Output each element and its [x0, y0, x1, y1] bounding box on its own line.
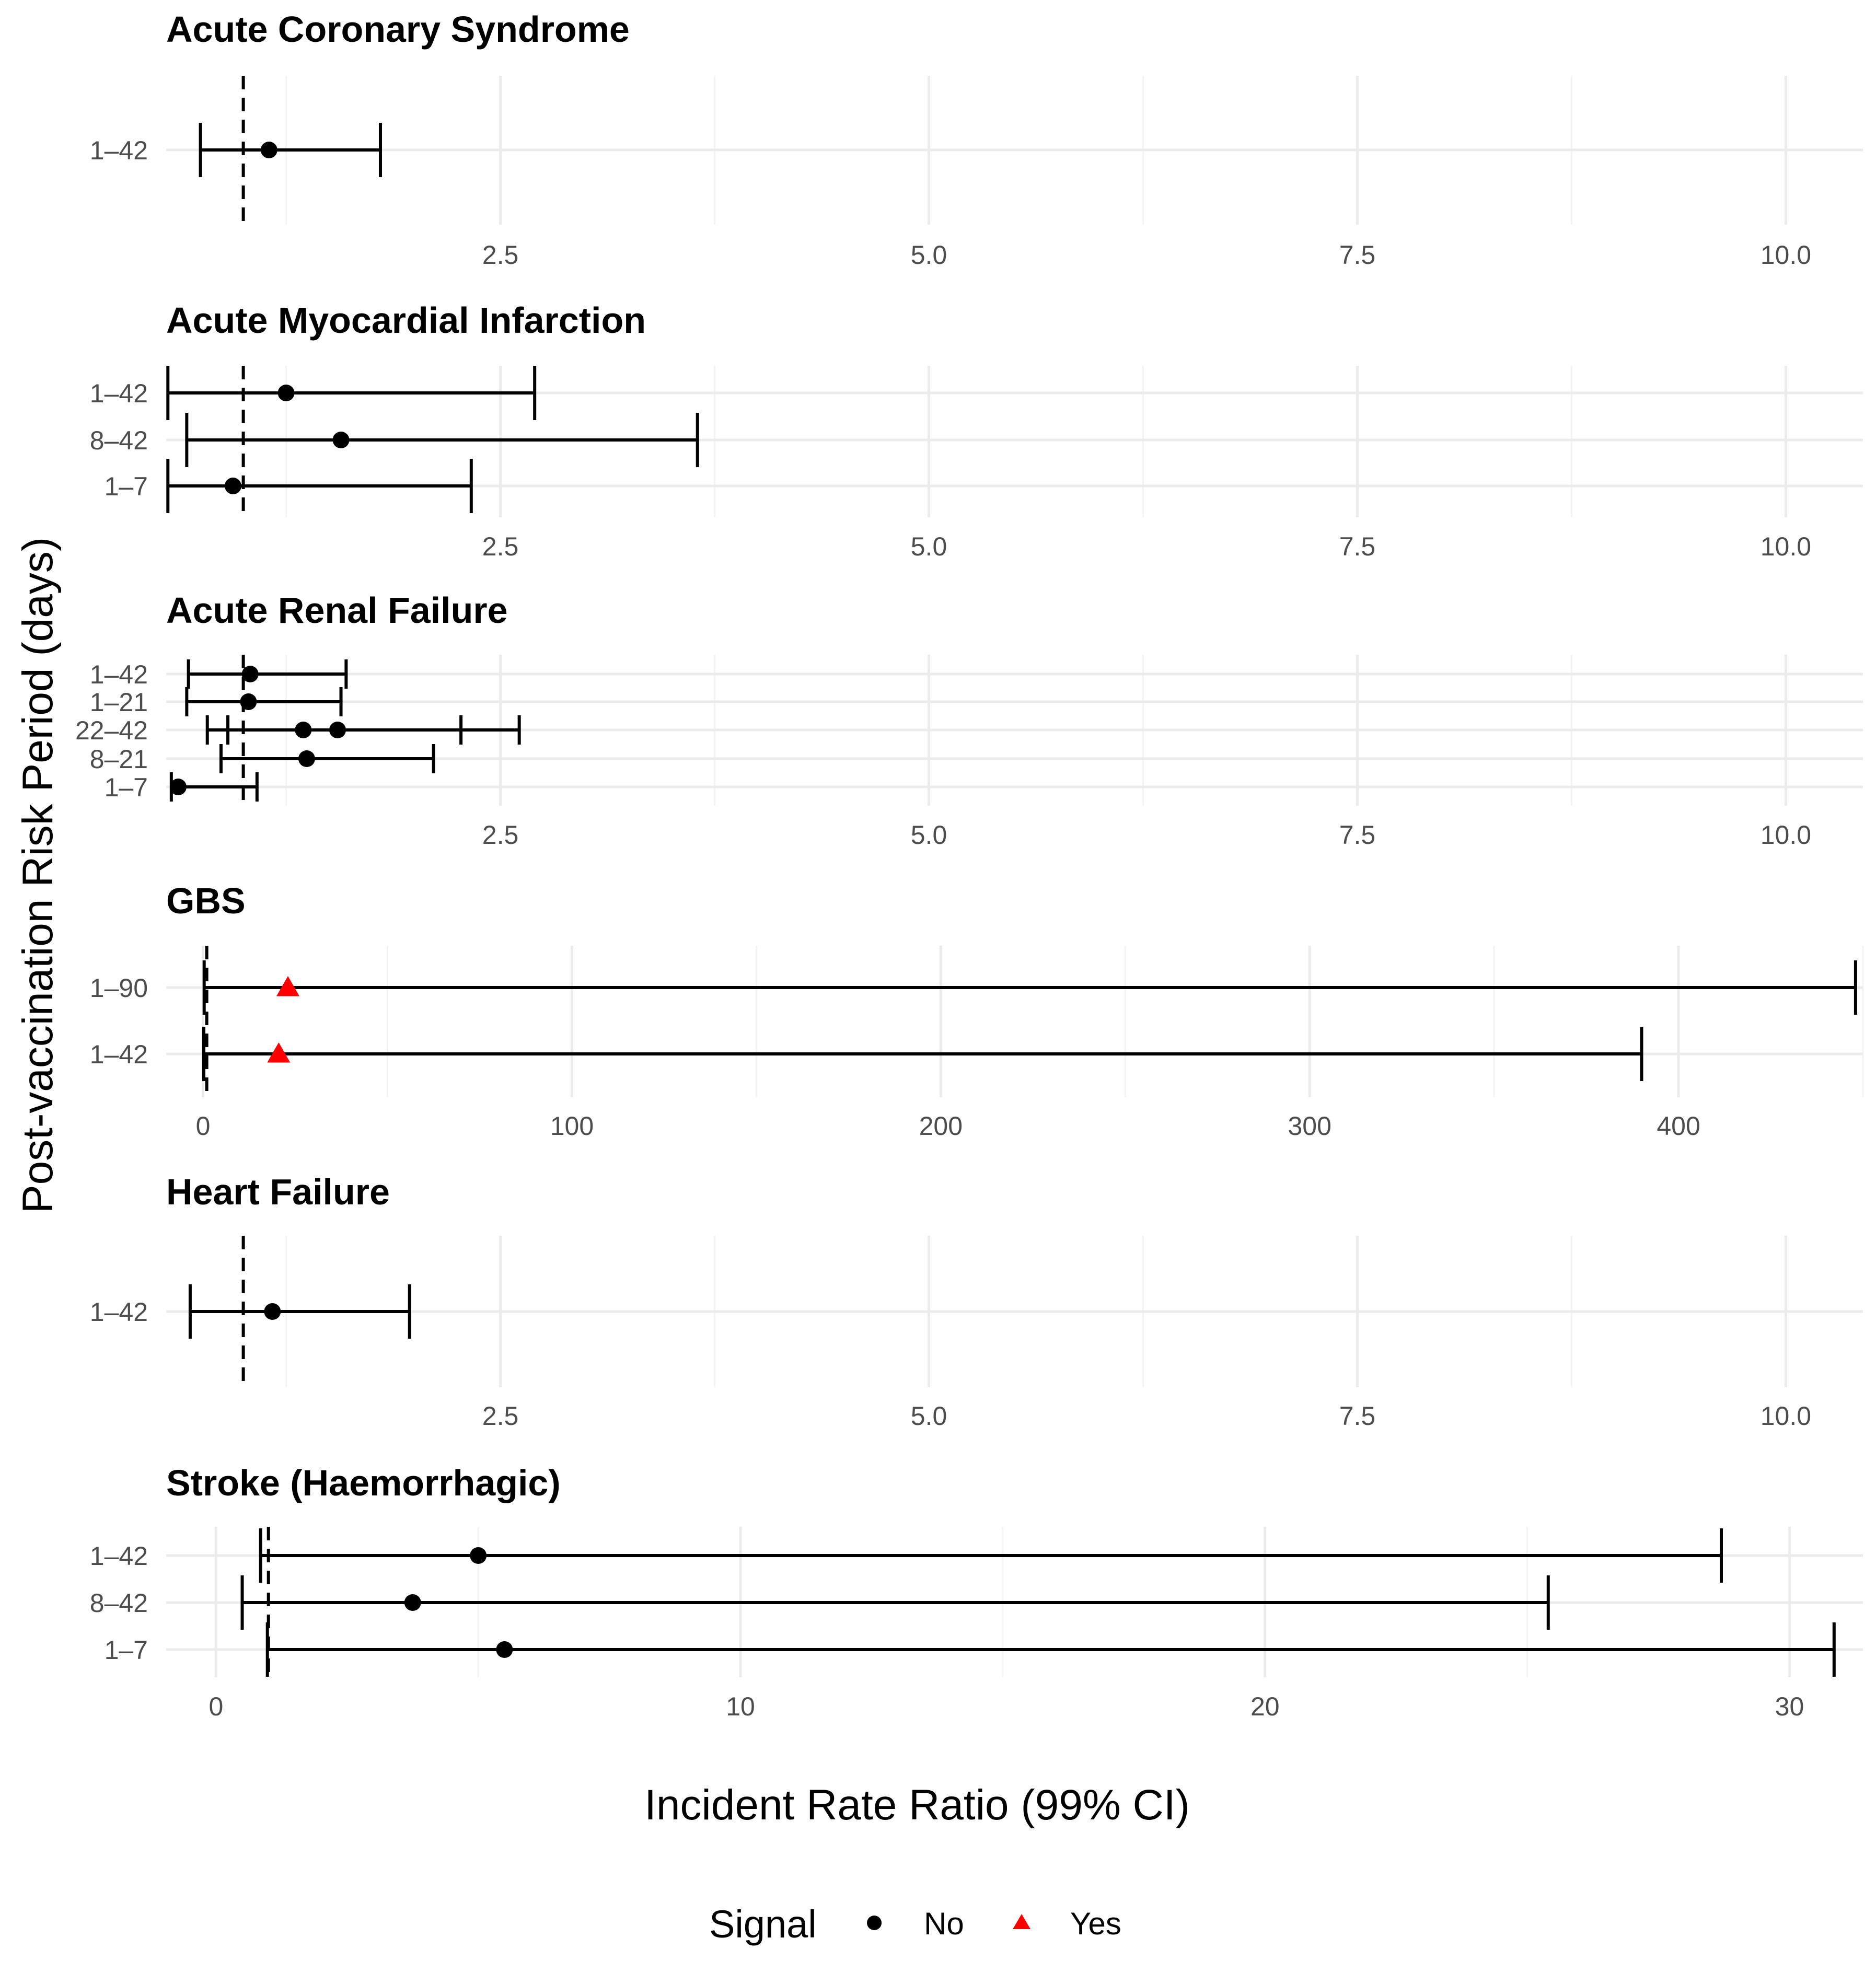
legend-no-label: No: [924, 1906, 964, 1941]
panel-title: Acute Myocardial Infarction: [166, 300, 646, 341]
y-tick-label: 1–42: [90, 136, 148, 165]
y-tick-label: 22–42: [75, 716, 148, 745]
x-tick-label: 7.5: [1339, 820, 1376, 850]
panel-3: GBS 0 100 200 300 400 1–90 1–42: [90, 880, 1864, 1141]
point-estimate-signal: [276, 976, 299, 996]
y-tick-label: 1–21: [90, 688, 148, 717]
y-tick-label: 8–21: [90, 745, 148, 774]
point-estimate: [298, 750, 315, 767]
x-axis-title: Incident Rate Ratio (99% CI): [644, 1781, 1190, 1829]
x-tick-label: 10: [726, 1692, 755, 1721]
point-estimate: [264, 1303, 281, 1320]
point-estimate: [332, 432, 350, 448]
x-tick-label: 100: [550, 1111, 594, 1141]
panel-title: Stroke (Haemorrhagic): [166, 1463, 561, 1503]
y-tick-label: 1–7: [105, 773, 148, 802]
point-estimate: [260, 142, 277, 158]
x-tick-label: 2.5: [482, 532, 519, 561]
x-tick-label: 10.0: [1761, 532, 1811, 561]
y-tick-label: 1–42: [90, 1297, 148, 1327]
x-tick-label: 10.0: [1761, 1401, 1811, 1431]
point-estimate: [496, 1641, 513, 1658]
x-tick-label: 7.5: [1339, 1401, 1376, 1431]
panel-2: Acute Renal Failure 2.5 5.0 7.5 10.0 1–421–21…: [75, 590, 1863, 850]
panel-4: Heart Failure 2.5 5.0 7.5 10.0 1–42: [90, 1171, 1863, 1431]
y-tick-label: 1–42: [90, 1040, 148, 1069]
point-estimate: [329, 722, 346, 738]
x-tick-label: 400: [1657, 1111, 1700, 1141]
x-tick-label: 7.5: [1339, 240, 1376, 270]
x-tick-label: 10.0: [1761, 240, 1811, 270]
legend-title: Signal: [709, 1902, 817, 1946]
panels: Acute Coronary Syndrome 2.5 5.0 7.5 10.0 1–42…: [75, 9, 1864, 1721]
legend-no-marker: [867, 1916, 882, 1930]
x-tick-label: 5.0: [911, 532, 947, 561]
x-tick-label: 300: [1288, 1111, 1331, 1141]
panel-0: Acute Coronary Syndrome 2.5 5.0 7.5 10.0 1–42: [90, 9, 1863, 270]
y-tick-label: 1–42: [90, 660, 148, 689]
panel-title: GBS: [166, 880, 246, 921]
panel-5: Stroke (Haemorrhagic) 0 10 20 30 1–42 8–42 1–7: [90, 1463, 1863, 1721]
x-tick-label: 10.0: [1761, 820, 1811, 850]
panel-title: Heart Failure: [166, 1171, 390, 1212]
x-tick-label: 0: [196, 1111, 211, 1141]
point-estimate-signal: [267, 1042, 291, 1063]
legend-yes-marker: [1013, 1914, 1030, 1929]
y-tick-label: 1–7: [105, 1635, 148, 1665]
y-tick-label: 1–7: [105, 472, 148, 501]
y-tick-label: 1–42: [90, 379, 148, 408]
y-axis-title: Post-vaccination Risk Period (days): [14, 537, 62, 1213]
x-tick-label: 0: [209, 1692, 223, 1721]
point-estimate: [470, 1547, 487, 1564]
point-estimate: [169, 779, 187, 795]
x-tick-label: 5.0: [911, 1401, 947, 1431]
x-tick-label: 2.5: [482, 820, 519, 850]
y-tick-label: 1–90: [90, 973, 148, 1003]
x-tick-label: 30: [1775, 1692, 1804, 1721]
panel-1: Acute Myocardial Infarction 2.5 5.0 7.5 10.0…: [90, 300, 1863, 561]
panel-title: Acute Coronary Syndrome: [166, 9, 630, 50]
point-estimate: [224, 478, 241, 494]
x-tick-label: 200: [919, 1111, 963, 1141]
x-tick-label: 2.5: [482, 240, 519, 270]
legend-yes-label: Yes: [1070, 1906, 1121, 1941]
point-estimate: [241, 666, 259, 682]
y-tick-label: 1–42: [90, 1541, 148, 1571]
y-tick-label: 8–42: [90, 426, 148, 455]
x-tick-label: 20: [1250, 1692, 1280, 1721]
y-tick-label: 8–42: [90, 1588, 148, 1618]
x-tick-label: 2.5: [482, 1401, 519, 1431]
point-estimate: [240, 693, 257, 710]
point-estimate: [404, 1594, 421, 1611]
x-tick-label: 5.0: [911, 240, 947, 270]
x-tick-label: 5.0: [911, 820, 947, 850]
point-estimate: [277, 385, 295, 401]
x-tick-label: 7.5: [1339, 532, 1376, 561]
panel-title: Acute Renal Failure: [166, 590, 508, 631]
legend: Signal No Yes: [709, 1902, 1121, 1946]
